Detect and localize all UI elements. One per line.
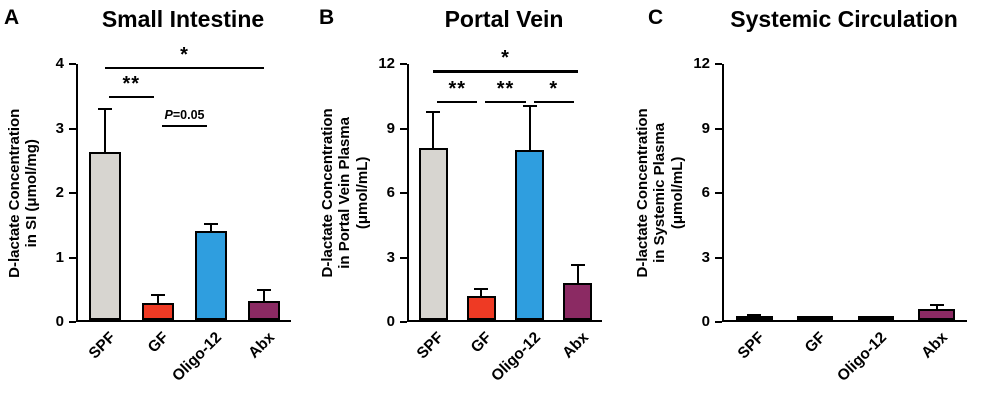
y-tick xyxy=(399,321,407,324)
error-bar-cap xyxy=(150,294,165,297)
y-tick-label: 1 xyxy=(55,248,64,266)
panel-letter-b: B xyxy=(319,6,335,29)
panel-letter-c: C xyxy=(648,6,664,29)
panel-small-intestine: A Small Intestine D-lactate Concentratio… xyxy=(0,0,315,410)
error-bar xyxy=(210,223,213,231)
y-tick xyxy=(399,256,407,259)
error-bar-cap xyxy=(204,223,219,226)
y-tick xyxy=(68,192,76,195)
y-tick-label: 3 xyxy=(701,248,710,266)
y-tick xyxy=(714,192,722,195)
significance-label: * xyxy=(549,77,559,100)
error-bar xyxy=(576,264,579,284)
significance-line xyxy=(104,67,265,70)
panel-letter-a: A xyxy=(4,6,20,29)
error-bar-cap xyxy=(474,287,489,290)
y-tick xyxy=(714,63,722,66)
y-tick-label: 12 xyxy=(378,55,395,72)
significance-label: ** xyxy=(496,77,515,100)
bar-spf xyxy=(88,152,121,320)
bar-abx xyxy=(563,283,593,320)
y-tick xyxy=(714,127,722,130)
significance-label: * xyxy=(501,47,510,70)
error-bar-cap xyxy=(426,111,441,114)
error-bar-cap xyxy=(570,264,585,267)
significance-line xyxy=(533,100,574,103)
y-tick-label: 12 xyxy=(693,55,710,72)
error-bar xyxy=(935,303,938,310)
error-bar-cap xyxy=(808,315,823,318)
bar-abx xyxy=(918,309,955,320)
plot-area-small-intestine: 0 1 2 3 4 SPF GF Oligo-12 Abx * ** P=0.05 xyxy=(56,44,291,385)
y-tick-label: 3 xyxy=(55,119,64,137)
significance-line xyxy=(108,96,154,99)
error-bar-cap xyxy=(97,108,112,111)
bar-oligo-12 xyxy=(515,150,545,320)
significance-line xyxy=(485,100,526,103)
y-tick xyxy=(68,127,76,130)
bar-abx xyxy=(248,300,281,320)
bar-spf xyxy=(418,148,448,320)
error-bar xyxy=(528,105,531,151)
y-tick-label: 9 xyxy=(386,119,395,137)
y-tick xyxy=(714,256,722,259)
panel-portal-vein: B Portal Vein D-lactate Concentration in… xyxy=(315,0,630,410)
plot-area-systemic-circulation: 0 3 6 9 12 SPF GF Oligo-12 Abx xyxy=(693,55,967,385)
y-tick-label: 2 xyxy=(55,184,64,201)
panel-title-small-intestine: Small Intestine xyxy=(101,6,265,32)
y-tick-label: 9 xyxy=(701,119,710,137)
panel-title-portal-vein: Portal Vein xyxy=(444,6,564,32)
error-bar xyxy=(156,294,159,303)
y-tick-label: 3 xyxy=(386,248,395,266)
error-bar xyxy=(480,287,483,297)
error-bar-cap xyxy=(522,105,537,107)
error-bar xyxy=(103,108,106,153)
y-tick xyxy=(714,321,722,324)
y-tick-label: 4 xyxy=(55,55,64,72)
significance-label: ** xyxy=(448,77,467,100)
y-tick xyxy=(399,63,407,66)
y-tick-label: 6 xyxy=(701,184,710,201)
significance-line xyxy=(433,70,578,73)
y-tick-label: 0 xyxy=(701,313,710,330)
error-bar-cap xyxy=(747,313,762,316)
significance-label: P=0.05 xyxy=(164,108,205,123)
y-tick xyxy=(68,321,76,324)
error-bar-cap xyxy=(929,303,944,306)
y-tick xyxy=(68,63,76,66)
y-tick xyxy=(68,256,76,259)
error-bar-cap xyxy=(868,315,883,318)
error-bar xyxy=(432,111,435,148)
panel-title-systemic-circulation: Systemic Circulation xyxy=(730,6,958,32)
significance-label: * xyxy=(180,44,189,67)
bar-oligo-12 xyxy=(195,231,228,320)
y-tick-label: 0 xyxy=(55,313,64,330)
significance-line xyxy=(161,125,208,128)
panel-systemic-circulation: C Systemic Circulation D-lactate Concent… xyxy=(630,0,1003,410)
bar-gf xyxy=(141,302,174,320)
significance-line xyxy=(437,100,478,103)
error-bar xyxy=(263,289,266,301)
bar-gf xyxy=(466,296,496,320)
y-tick-label: 0 xyxy=(386,313,395,330)
error-bar-cap xyxy=(257,289,272,292)
y-tick xyxy=(399,192,407,195)
significance-label: ** xyxy=(122,73,141,96)
plot-area-portal-vein: 0 3 6 9 12 SPF GF Oligo-12 Abx * ** ** * xyxy=(378,47,602,385)
y-tick-label: 6 xyxy=(386,184,395,201)
y-tick xyxy=(399,127,407,130)
bar-spf xyxy=(736,315,773,320)
